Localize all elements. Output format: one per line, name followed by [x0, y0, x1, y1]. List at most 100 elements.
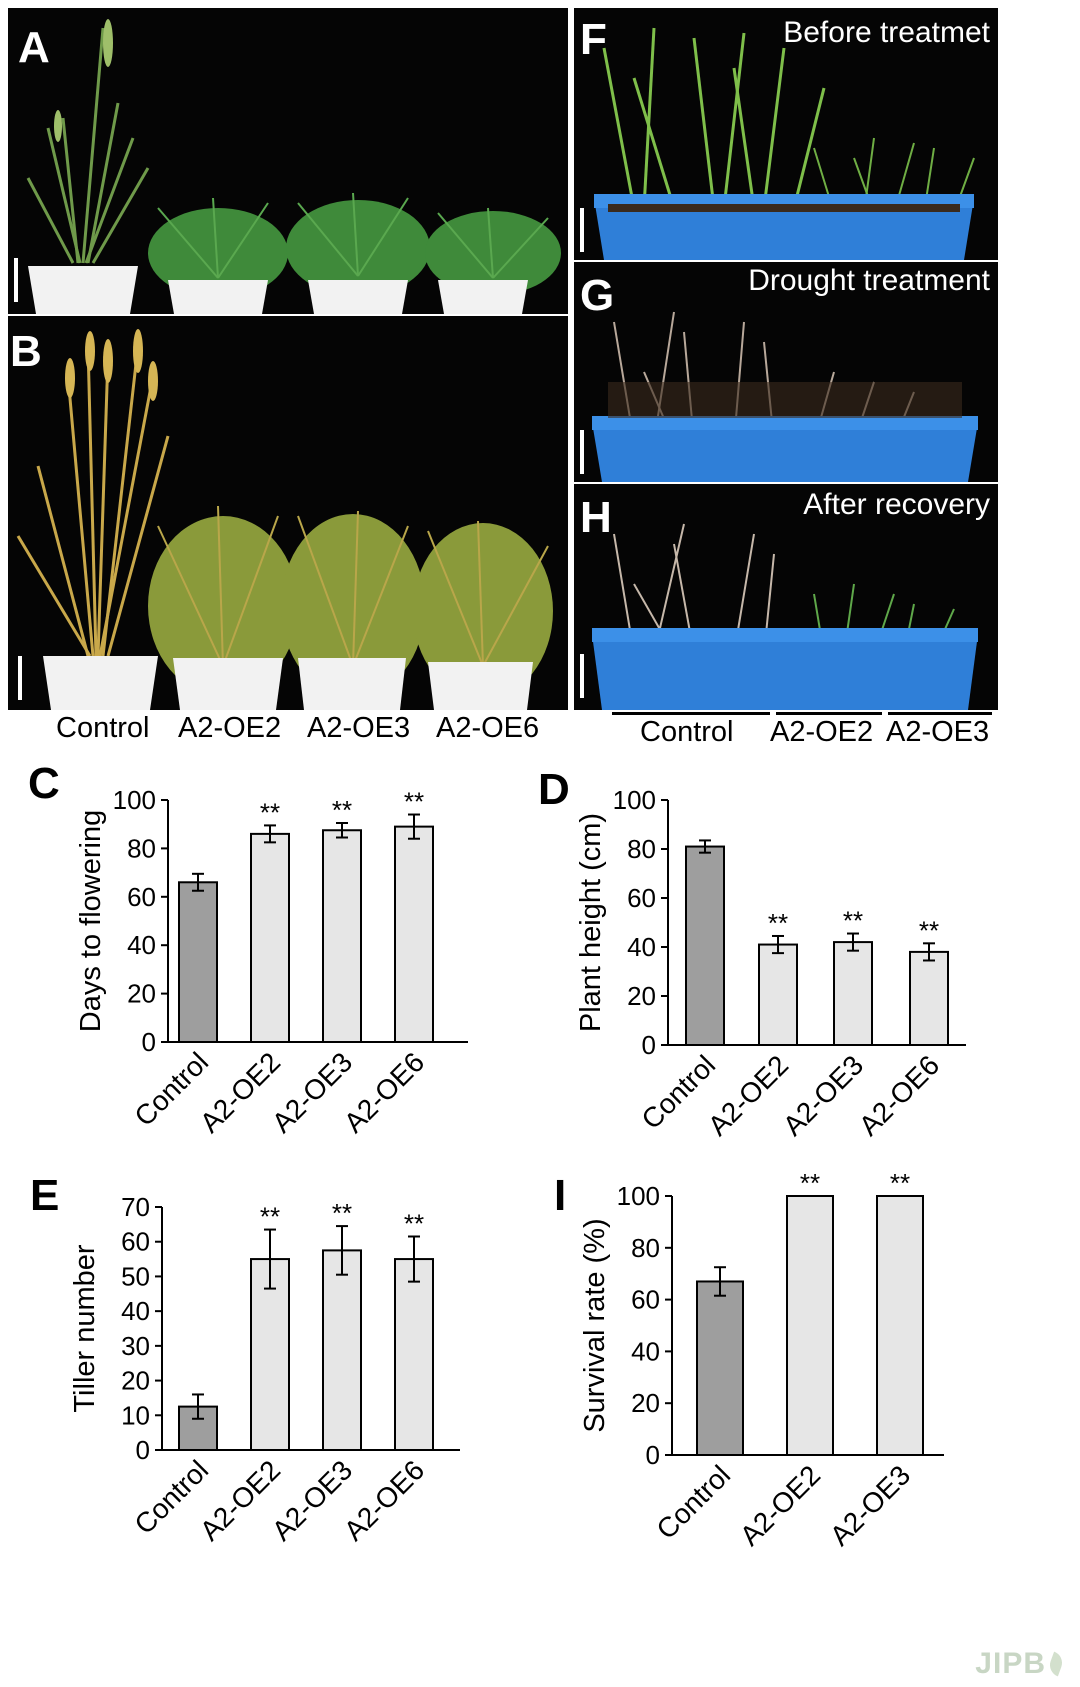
panel-letter-b: B	[10, 327, 42, 376]
chart-e-ytick-label: 70	[121, 1192, 150, 1222]
chart-d-ytick-label: 80	[627, 834, 656, 864]
panel-letter-a: A	[18, 23, 50, 72]
chart-e-bar	[250, 1258, 290, 1451]
chart-c-bar	[250, 832, 290, 1043]
chart-d-bar	[685, 845, 725, 1046]
chart-i-ytick-label: 100	[617, 1181, 660, 1211]
chart-c-ytick-label: 0	[142, 1027, 156, 1057]
caption-drought-treatment: Drought treatment	[748, 264, 990, 297]
chart-c-category-label: A2-OE2	[194, 1046, 286, 1138]
chart-e-ytick-label: 10	[121, 1400, 150, 1430]
group-bar-control	[612, 712, 770, 715]
caption-after-recovery: After recovery	[803, 488, 990, 521]
label-control-left: Control	[56, 712, 150, 744]
chart-c-ytick-label: 60	[127, 882, 156, 912]
chart-d-bar	[758, 943, 798, 1046]
group-bar-a2-oe3	[888, 712, 992, 715]
chart-i-ytick-label: 60	[631, 1285, 660, 1315]
chart-c-significance: **	[404, 787, 424, 817]
photo-panel-a: A	[8, 8, 568, 314]
chart-c-ytick-label: 100	[113, 785, 156, 815]
chart-c-significance: **	[332, 795, 352, 825]
chart-c-ylabel: Days to flowering	[75, 810, 107, 1032]
chart-i-category-label: A2-OE2	[734, 1459, 826, 1551]
panel-letter-e: E	[30, 1171, 60, 1220]
photo-h-illustration	[580, 523, 978, 710]
label-a2-oe2-right: A2-OE2	[770, 716, 874, 748]
chart-e-category-label: A2-OE3	[266, 1454, 358, 1546]
label-a2-oe2-left: A2-OE2	[178, 712, 282, 744]
chart-e-bar	[322, 1249, 362, 1451]
photo-g-illustration	[580, 311, 978, 482]
chart-e-category-label: A2-OE2	[194, 1454, 286, 1546]
chart-c-bar	[394, 825, 434, 1043]
chart-e-category-label: A2-OE6	[338, 1454, 430, 1546]
chart-i-bar	[786, 1195, 834, 1456]
label-a2-oe3-left: A2-OE3	[307, 712, 411, 744]
chart-e-ytick-label: 50	[121, 1261, 150, 1291]
label-control-right: Control	[640, 716, 734, 748]
panel-letter-i: I	[554, 1171, 567, 1220]
caption-before-treatment: Before treatmet	[783, 16, 990, 49]
photo-panel-f: F Before treatmet	[574, 8, 998, 260]
chart-d-ytick-label: 0	[642, 1030, 656, 1060]
chart-i-significance: **	[890, 1168, 910, 1198]
chart-e-ytick-label: 30	[121, 1331, 150, 1361]
chart-c-category-label: A2-OE6	[338, 1046, 430, 1138]
group-bar-a2-oe2	[776, 712, 882, 715]
chart-d-ytick-label: 60	[627, 883, 656, 913]
chart-d-bar	[833, 941, 873, 1046]
chart-i-category-label: A2-OE3	[824, 1459, 916, 1551]
chart-e-significance: **	[404, 1209, 424, 1239]
chart-e-bar	[394, 1258, 434, 1451]
panel-letter-c: C	[28, 759, 60, 808]
chart-c-ytick-label: 40	[127, 930, 156, 960]
photo-f-illustration	[580, 27, 975, 260]
chart-d-ytick-label: 40	[627, 932, 656, 962]
chart-c-significance: **	[260, 797, 280, 827]
chart-d-category-label: A2-OE3	[777, 1049, 869, 1141]
jipb-watermark: JIPB	[975, 1647, 1066, 1681]
chart-i-category-label: Control	[650, 1459, 736, 1545]
chart-e-ytick-label: 20	[121, 1366, 150, 1396]
chart-d-significance: **	[919, 915, 939, 945]
chart-d-bar	[909, 950, 949, 1047]
chart-i-bar	[696, 1280, 744, 1456]
chart-c-bar	[178, 881, 218, 1044]
chart-i-ytick-label: 20	[631, 1388, 660, 1418]
label-a2-oe3-right: A2-OE3	[886, 716, 990, 748]
chart-i-ytick-label: 80	[631, 1233, 660, 1263]
panel-letter-g: G	[580, 271, 615, 320]
chart-e-significance: **	[260, 1202, 280, 1232]
chart-d-ylabel: Plant height (cm)	[575, 813, 607, 1032]
photo-panel-g: G Drought treatment	[574, 262, 998, 482]
chart-c-ytick-label: 20	[127, 979, 156, 1009]
chart-e-ytick-label: 40	[121, 1296, 150, 1326]
chart-i-bar	[876, 1195, 924, 1456]
chart-e-ytick-label: 0	[136, 1435, 150, 1465]
photo-panel-b: B	[8, 316, 568, 710]
jipb-watermark-text: JIPB	[975, 1647, 1046, 1680]
panel-letter-h: H	[580, 493, 612, 542]
photo-a-illustration	[14, 19, 561, 314]
photo-panel-h: H After recovery	[574, 484, 998, 710]
chart-c-ytick-label: 80	[127, 833, 156, 863]
chart-i-ylabel: Survival rate (%)	[579, 1218, 611, 1432]
chart-c-category-label: A2-OE3	[266, 1046, 358, 1138]
chart-d-category-label: A2-OE2	[702, 1049, 794, 1141]
chart-d-significance: **	[768, 908, 788, 938]
chart-i-significance: **	[800, 1168, 820, 1198]
chart-e-ytick-label: 60	[121, 1227, 150, 1257]
chart-c-bar	[322, 829, 362, 1043]
chart-e-ylabel: Tiller number	[69, 1244, 101, 1412]
photo-b-illustration	[16, 329, 553, 710]
chart-d-category-label: A2-OE6	[853, 1049, 945, 1141]
panel-letter-f: F	[580, 15, 607, 64]
chart-i-ytick-label: 0	[646, 1440, 660, 1470]
chart-d-significance: **	[843, 906, 863, 936]
chart-d-ytick-label: 20	[627, 981, 656, 1011]
panel-letter-d: D	[538, 765, 570, 814]
chart-i-ytick-label: 40	[631, 1336, 660, 1366]
chart-d-ytick-label: 100	[613, 785, 656, 815]
